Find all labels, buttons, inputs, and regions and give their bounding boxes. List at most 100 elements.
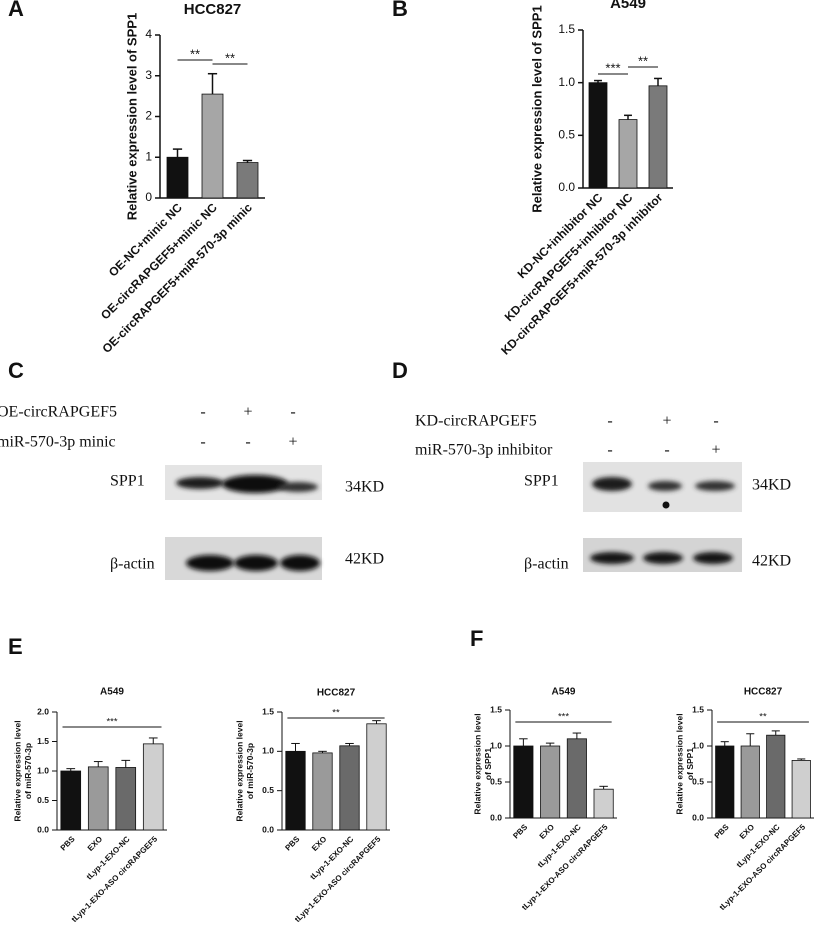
condition-sign: -: [200, 434, 205, 451]
bar: [60, 770, 82, 831]
panel-label: D: [392, 358, 408, 383]
bar: [513, 745, 534, 819]
y-tick-label: 0.5: [37, 795, 49, 805]
significance-label: **: [225, 50, 235, 65]
blot-band: [693, 552, 733, 564]
bar: [566, 738, 587, 819]
y-axis-label: Relative expression level: [472, 713, 482, 814]
blot-band: [648, 481, 682, 491]
y-tick-label: 0.0: [558, 180, 575, 194]
y-tick-label: 1.5: [558, 22, 575, 36]
y-tick-label: 3: [145, 68, 152, 82]
protein-label: SPP1: [110, 473, 145, 490]
y-tick-label: 1.5: [262, 706, 274, 716]
y-tick-label: 0.0: [692, 812, 704, 822]
blot-band: [176, 477, 224, 489]
blot-band: [278, 482, 318, 492]
y-tick-label: 1.0: [37, 765, 49, 775]
condition-sign: -: [607, 442, 612, 459]
condition-sign: -: [200, 404, 205, 421]
y-tick-label: 0.0: [490, 812, 502, 822]
blot-band: [280, 555, 320, 571]
condition-sign: +: [243, 404, 252, 421]
bar: [715, 745, 735, 819]
y-tick-label: 2.0: [37, 706, 49, 716]
condition-sign: -: [245, 434, 250, 451]
molecular-weight: 42KD: [345, 551, 384, 568]
y-axis-label: Relative expression level of SPP1: [124, 13, 139, 220]
bar: [115, 767, 137, 831]
y-tick-label: 1.0: [692, 740, 704, 750]
bar: [142, 743, 164, 831]
protein-label: SPP1: [524, 473, 559, 490]
condition-label: KD-circRAPGEF5: [415, 413, 537, 430]
y-axis-label: of SPP1: [483, 748, 493, 780]
condition-sign: +: [288, 434, 297, 451]
y-tick-label: 0.5: [490, 776, 502, 786]
x-tick-label: KD-circRAPGEF5+inhibitor NC: [502, 190, 636, 324]
condition-sign: -: [290, 404, 295, 421]
bar: [648, 85, 668, 189]
bar: [740, 745, 760, 819]
y-tick-label: 1: [145, 149, 152, 163]
chart-title: HCC827: [317, 688, 356, 699]
significance-label: **: [759, 712, 767, 723]
y-tick-label: 1.5: [490, 704, 502, 714]
chart-title: HCC827: [184, 1, 242, 18]
x-tick-label: PBS: [283, 834, 301, 852]
y-axis-label: Relative expression level of SPP1: [529, 5, 544, 212]
x-tick-label: PBS: [511, 822, 529, 840]
y-tick-label: 0: [145, 190, 152, 204]
y-tick-label: 0.5: [558, 128, 575, 142]
bar: [201, 93, 224, 199]
blot-band: [643, 552, 683, 564]
bar: [618, 119, 638, 189]
bar: [285, 750, 306, 831]
blot-band: [222, 475, 288, 493]
bar: [236, 162, 259, 199]
y-axis-label: Relative expression level: [674, 713, 684, 814]
x-tick-label: OE-circRAPGEF5+miR-570-3p minic: [99, 200, 255, 356]
y-axis-label: of miR-570-3p: [23, 743, 33, 799]
condition-sign: -: [607, 413, 612, 430]
bar: [87, 766, 109, 831]
chart-title: A549: [610, 0, 646, 12]
blot-band: [186, 555, 234, 571]
panel-label: E: [8, 634, 23, 659]
condition-sign: -: [713, 413, 718, 430]
chart-title: A549: [552, 687, 576, 698]
bar: [339, 745, 360, 831]
bar: [593, 788, 614, 819]
blot-band: [590, 552, 634, 564]
y-tick-label: 0.5: [262, 785, 274, 795]
bar: [312, 752, 333, 831]
significance-label: ***: [605, 60, 620, 75]
panel-label: B: [392, 0, 408, 21]
y-tick-label: 1.0: [558, 75, 575, 89]
y-axis-label: of miR-570-3p: [245, 743, 255, 799]
molecular-weight: 34KD: [752, 477, 791, 494]
condition-sign: -: [664, 442, 669, 459]
condition-sign: +: [711, 442, 720, 459]
x-tick-label: EXO: [738, 823, 756, 841]
condition-label: miR-570-3p minic: [0, 434, 116, 451]
chart-title: HCC827: [744, 687, 783, 698]
molecular-weight: 34KD: [345, 479, 384, 496]
y-tick-label: 0.5: [692, 776, 704, 786]
blot-spot: [662, 501, 670, 509]
panel-label: F: [470, 626, 483, 651]
y-axis-label: of SPP1: [685, 748, 695, 780]
x-tick-label: EXO: [86, 835, 104, 853]
x-tick-label: PBS: [59, 834, 77, 852]
protein-label: β-actin: [110, 556, 155, 573]
condition-label: miR-570-3p inhibitor: [415, 442, 553, 459]
y-tick-label: 2: [145, 109, 152, 123]
x-tick-label: EXO: [310, 835, 328, 853]
significance-label: **: [332, 708, 340, 719]
bar: [791, 760, 811, 819]
panel-label: C: [8, 358, 24, 383]
significance-label: **: [190, 46, 200, 61]
bar: [588, 82, 608, 189]
